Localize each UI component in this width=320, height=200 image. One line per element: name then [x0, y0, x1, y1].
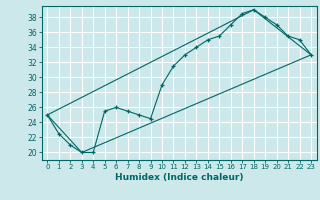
X-axis label: Humidex (Indice chaleur): Humidex (Indice chaleur) — [115, 173, 244, 182]
